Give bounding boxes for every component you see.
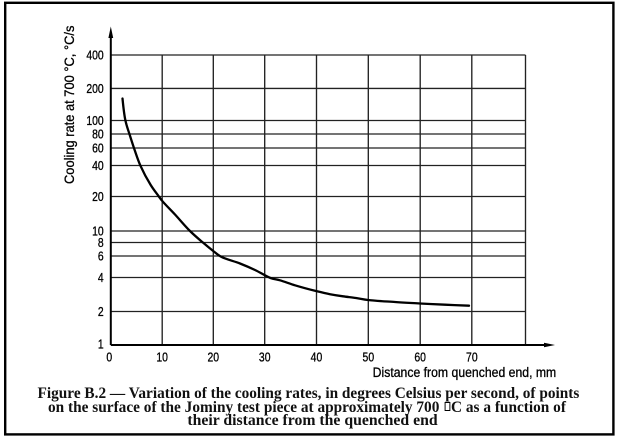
svg-text:4: 4 bbox=[98, 271, 104, 285]
svg-text:40: 40 bbox=[92, 159, 104, 173]
svg-text:20: 20 bbox=[92, 190, 104, 204]
svg-text:10: 10 bbox=[92, 225, 104, 239]
svg-text:2: 2 bbox=[98, 305, 104, 319]
svg-text:30: 30 bbox=[259, 350, 271, 364]
svg-text:60: 60 bbox=[414, 350, 426, 364]
svg-text:20: 20 bbox=[207, 350, 219, 364]
svg-text:Cooling rate at 700 °C, °C/s: Cooling rate at 700 °C, °C/s bbox=[62, 25, 77, 184]
svg-text:50: 50 bbox=[363, 350, 375, 364]
svg-text:80: 80 bbox=[92, 128, 104, 142]
svg-text:6: 6 bbox=[98, 250, 104, 264]
svg-text:Distance from quenched end, mm: Distance from quenched end, mm bbox=[373, 364, 557, 380]
svg-text:70: 70 bbox=[466, 350, 478, 364]
svg-text:0: 0 bbox=[106, 350, 112, 364]
svg-text:1: 1 bbox=[98, 337, 104, 351]
svg-text:400: 400 bbox=[86, 49, 104, 63]
svg-text:8: 8 bbox=[98, 236, 104, 250]
svg-text:40: 40 bbox=[311, 350, 323, 364]
svg-text:60: 60 bbox=[92, 142, 104, 156]
svg-text:200: 200 bbox=[86, 82, 104, 96]
svg-text:100: 100 bbox=[86, 114, 104, 128]
svg-text:10: 10 bbox=[156, 350, 168, 364]
